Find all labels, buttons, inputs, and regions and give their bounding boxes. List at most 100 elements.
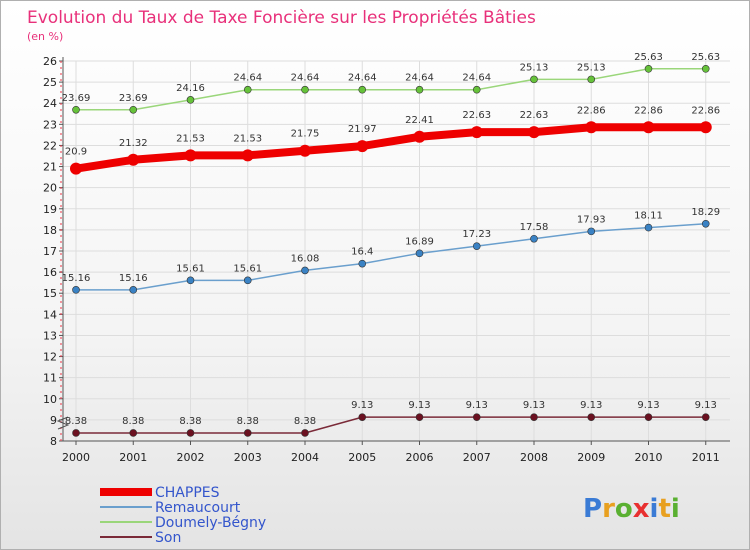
data-point: [701, 413, 710, 421]
data-label: 17.58: [520, 222, 549, 233]
data-point: [301, 266, 309, 275]
y-tick-label: 8: [50, 435, 57, 448]
series-line-chappes: [72, 123, 710, 173]
data-label: 9.13: [695, 400, 717, 411]
data-label: 25.63: [634, 52, 663, 63]
y-tick-label: 25: [43, 76, 57, 89]
data-label: 22.63: [462, 110, 491, 121]
data-point: [184, 149, 197, 162]
y-tick-label: 10: [43, 393, 57, 406]
data-point: [587, 227, 596, 236]
data-label: 21.75: [291, 129, 320, 140]
data-point: [129, 105, 138, 114]
logo-letter: x: [633, 494, 650, 524]
data-point: [358, 259, 367, 268]
data-label: 22.86: [691, 105, 720, 116]
data-label: 21.32: [119, 138, 148, 149]
data-label: 15.61: [176, 263, 205, 274]
data-point: [70, 162, 82, 175]
data-label: 16.08: [291, 253, 320, 264]
data-label: 21.53: [176, 133, 205, 144]
data-label: 24.64: [233, 73, 262, 84]
chart-subtitle: (en %): [27, 30, 63, 43]
data-point: [587, 413, 596, 421]
data-point: [243, 429, 252, 437]
logo-letter: i: [650, 494, 659, 524]
legend-label: Doumely-Bégny: [155, 515, 266, 531]
data-label: 24.64: [348, 73, 377, 84]
logo-letter: r: [602, 494, 615, 524]
data-point: [642, 121, 655, 134]
data-label: 8.38: [179, 416, 201, 427]
x-tick-label: 2008: [520, 451, 548, 464]
data-label: 22.86: [577, 105, 606, 116]
legend-label: Son: [155, 530, 181, 546]
y-tick-label: 14: [43, 308, 57, 321]
data-point: [415, 413, 424, 421]
data-label: 22.63: [520, 110, 549, 121]
data-label: 21.53: [233, 133, 262, 144]
data-label: 18.29: [691, 207, 720, 218]
data-point: [585, 121, 598, 134]
y-tick-label: 9: [50, 414, 57, 427]
data-point: [699, 121, 712, 134]
data-label: 25.13: [520, 62, 549, 73]
series-line-remaucourt: [75, 223, 707, 291]
data-label: 8.38: [237, 416, 259, 427]
y-tick-label: 18: [43, 224, 57, 237]
data-label: 23.69: [119, 93, 148, 104]
x-tick-label: 2006: [406, 451, 434, 464]
data-point: [472, 85, 481, 94]
data-point: [299, 144, 311, 157]
series-line-doumely-b-gny: [75, 68, 707, 111]
data-label: 9.13: [408, 400, 430, 411]
data-point: [301, 429, 309, 437]
data-point: [241, 149, 254, 162]
data-label: 20.9: [65, 147, 87, 158]
data-point: [587, 75, 596, 84]
y-tick-label: 26: [43, 55, 57, 68]
data-label: 18.11: [634, 211, 663, 222]
data-label: 9.13: [351, 400, 373, 411]
y-tick-label: 19: [43, 203, 57, 216]
data-point: [472, 242, 481, 250]
data-point: [530, 234, 538, 243]
data-label: 9.13: [637, 400, 659, 411]
data-point: [129, 429, 138, 437]
series-layer: [70, 65, 712, 437]
data-point: [72, 429, 80, 437]
data-label: 25.63: [691, 52, 720, 63]
data-label: 24.16: [176, 83, 205, 94]
grid-layer: [63, 60, 730, 442]
data-label: 24.64: [462, 73, 491, 84]
data-point: [644, 223, 653, 232]
x-tick-label: 2000: [62, 451, 90, 464]
data-point: [472, 413, 481, 421]
data-label: 23.69: [62, 93, 91, 104]
y-tick-label: 23: [43, 118, 57, 131]
data-label: 17.93: [577, 214, 606, 225]
data-point: [72, 286, 80, 294]
data-label: 8.38: [294, 416, 316, 427]
data-point: [186, 96, 195, 104]
x-tick-label: 2005: [348, 451, 376, 464]
data-label: 15.16: [119, 273, 148, 284]
series-line-son: [75, 416, 707, 434]
legend-label: Remaucourt: [155, 500, 241, 516]
data-point: [470, 126, 483, 139]
data-point: [129, 286, 138, 294]
x-tick-label: 2003: [234, 451, 262, 464]
data-point: [701, 65, 710, 73]
data-point: [644, 413, 653, 421]
data-label: 9.13: [523, 400, 545, 411]
x-tick-label: 2001: [119, 451, 147, 464]
data-label: 16.89: [405, 236, 434, 247]
data-label: 8.38: [122, 416, 144, 427]
x-tick-label: 2004: [291, 451, 319, 464]
chart-title: Evolution du Taux de Taxe Foncière sur l…: [27, 8, 536, 28]
data-point: [243, 85, 252, 94]
data-point: [72, 105, 80, 114]
data-label: 15.61: [233, 263, 262, 274]
